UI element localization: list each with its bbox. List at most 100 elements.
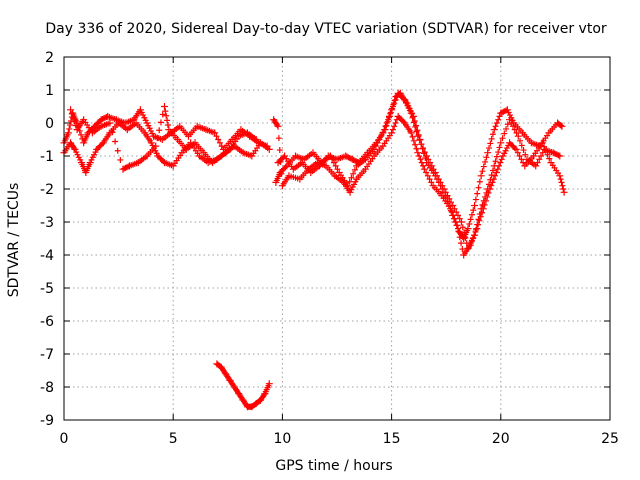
data-point-fill [233,387,240,394]
data-point-fill [517,137,524,144]
data-point-fill [334,166,341,173]
data-point-fill [555,170,562,177]
data-point-fill [437,179,444,186]
data-point-fill [472,196,479,203]
data-point-fill [288,163,295,170]
data-point-fill [297,160,304,167]
y-tick-label: 1 [45,83,54,99]
data-point-fill [490,176,497,183]
data-point-fill [476,217,483,224]
data-point-fill [420,150,427,157]
data-point-fill [482,197,489,204]
y-tick-label: -6 [40,314,54,330]
data-point-fill [508,120,515,126]
data-point-fill [158,156,165,163]
data-point-fill [255,398,262,405]
data-point [486,185,494,193]
data-point-fill [423,169,430,176]
data-point-fill [153,150,160,157]
data-point-fill [391,100,398,107]
data-point-fill [192,125,199,132]
data-point-fill [117,156,124,163]
data-point-fill [557,121,564,128]
data-point-fill [238,148,245,155]
data-point [423,152,431,160]
data-point-fill [177,152,184,159]
data-point [431,169,439,176]
data-point-fill [123,164,130,171]
data-point-fill [154,135,161,142]
data-point-fill [276,158,283,165]
data-point-fill [146,125,153,132]
data-point-fill [351,157,358,164]
data-point-fill [276,147,283,154]
data-point-fill [105,131,112,138]
data-point-fill [181,144,188,151]
data-point-fill [507,141,514,148]
data-point-fill [74,151,81,158]
data-point-fill [157,135,164,142]
data-point-fill [303,168,310,175]
data-point-fill [426,176,433,183]
data-point-fill [190,141,197,148]
data-point-fill [509,117,516,124]
data-point-fill [207,157,214,164]
data-point-fill [482,158,489,165]
data-point-fill [294,175,301,182]
data-point-fill [492,123,499,130]
data-point-fill [497,159,504,166]
data-point-fill [456,234,463,241]
data-point-fill [156,127,163,134]
data-point-fill [410,119,417,126]
data-point-fill [389,103,396,110]
data-point-fill [554,151,561,158]
data-point-fill [448,209,455,216]
data-point-fill [261,391,268,398]
y-axis-ticks: 2 1 0 -1 -2 -3 -4 -5 -6 -7 -8 -9 [40,50,610,429]
data-point-fill [504,121,511,128]
data-point-fill [168,162,175,169]
data-point-fill [410,137,417,144]
y-tick-label: -2 [40,182,54,198]
data-point-fill [530,161,537,168]
data-point-fill [141,114,148,121]
data-point-fill [290,154,297,161]
data-point-fill [121,165,128,172]
data-point-fill [418,141,425,148]
data-point-fill [544,132,551,139]
data-point-fill [216,362,223,369]
data-point-fill [95,119,102,126]
data-point-fill [346,178,353,185]
data-point-fill [330,170,337,177]
data-point-fill [518,142,525,149]
data-point-fill [138,109,145,116]
data-point-fill [233,135,240,142]
data-point-fill [541,143,548,150]
data-point-fill [539,149,546,156]
data-point-fill [479,209,486,216]
data-point [560,188,568,196]
data-point-fill [86,161,93,168]
data-point-fill [70,114,77,121]
data-point-fill [78,131,85,138]
data-point-fill [150,145,157,152]
data-point-fill [75,154,82,161]
data-point-fill [456,215,463,222]
data-point-fill [70,143,77,150]
data-point-fill [464,227,471,234]
data-point-fill [281,165,288,172]
data-point-fill [279,166,286,173]
data-point-fill [67,121,74,128]
data-point-fill [537,142,544,149]
data-point-fill [514,149,521,156]
data-point-fill [229,381,236,388]
data-point-fill [475,184,482,191]
data-point-fill [218,143,225,150]
data-point-fill [522,151,529,158]
data-point-fill [350,156,357,163]
data-point-fill [496,162,503,169]
y-tick-label: 2 [45,50,54,66]
data-point-fill [476,178,483,185]
data-point-fill [459,224,466,231]
